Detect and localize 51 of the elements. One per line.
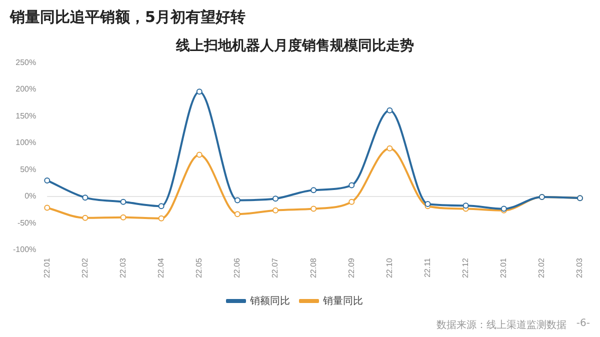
source-note: 数据来源：线上渠道监测数据 xyxy=(436,318,566,332)
point xyxy=(158,215,164,222)
point xyxy=(386,107,393,114)
point xyxy=(82,214,88,221)
point xyxy=(348,198,355,205)
chart-title: 销量同比追平销额，5月初有望好转 xyxy=(8,7,246,28)
x-tick-label: 22.05 xyxy=(194,257,204,278)
x-tick-label: 22.12 xyxy=(461,257,470,278)
point xyxy=(196,88,202,95)
point xyxy=(348,182,355,188)
point xyxy=(120,214,126,220)
x-tick-label: 22.04 xyxy=(156,257,166,278)
y-tick-label: 50% xyxy=(20,164,36,174)
chart-subtitle: 线上扫地机器人月度销售规模同比走势 xyxy=(175,37,414,54)
y-tick-label: -100% xyxy=(13,245,36,254)
point xyxy=(234,197,240,204)
x-tick-label: 22.08 xyxy=(308,257,318,278)
x-tick-label: 22.11 xyxy=(422,257,432,278)
x-tick-label: 22.10 xyxy=(384,257,394,278)
y-tick-label: 250% xyxy=(16,58,36,68)
point xyxy=(82,194,88,201)
x-tick-label: 23.01 xyxy=(499,257,508,278)
legend-label: 销额同比 xyxy=(249,294,290,307)
point xyxy=(424,200,431,207)
y-tick-label: 200% xyxy=(16,84,36,94)
point xyxy=(196,152,202,158)
point xyxy=(386,145,393,152)
y-tick-label: 150% xyxy=(16,111,36,120)
y-tick-label: 100% xyxy=(16,138,36,148)
x-tick-label: 23.03 xyxy=(575,257,584,278)
x-tick-label: 22.09 xyxy=(346,257,356,278)
y-tick-label: 0% xyxy=(24,192,36,201)
point xyxy=(310,206,317,212)
point xyxy=(234,211,240,218)
x-tick-label: 23.02 xyxy=(537,257,546,278)
y-tick-label: -50% xyxy=(17,218,36,228)
point xyxy=(310,187,317,194)
point xyxy=(272,196,278,202)
x-tick-label: 22.07 xyxy=(270,257,280,278)
point xyxy=(120,198,126,205)
point xyxy=(44,204,50,211)
point xyxy=(462,202,469,209)
x-tick-label: 22.01 xyxy=(42,257,52,278)
x-tick-label: 22.03 xyxy=(118,257,128,278)
x-tick-label: 22.06 xyxy=(232,257,242,278)
point xyxy=(272,207,278,214)
legend-label: 销量同比 xyxy=(322,294,363,307)
point xyxy=(158,203,164,210)
point xyxy=(44,177,50,184)
x-tick-label: 22.02 xyxy=(80,257,90,278)
text: -6- xyxy=(576,318,590,331)
